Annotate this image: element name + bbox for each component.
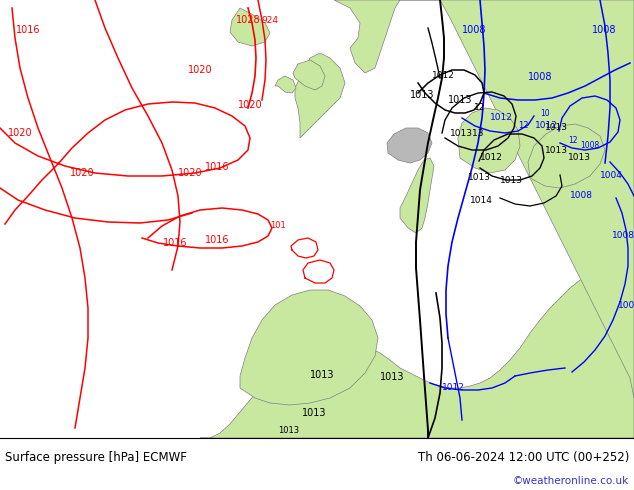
Text: 1013: 1013 [310,370,335,380]
Text: 1020: 1020 [238,100,262,110]
Polygon shape [458,108,520,173]
Text: 924: 924 [261,16,278,25]
Text: 1008: 1008 [612,231,634,240]
Polygon shape [387,128,432,163]
Text: 1028: 1028 [236,15,261,25]
Polygon shape [230,8,270,46]
Text: 12: 12 [474,103,486,112]
Text: 12: 12 [518,121,529,130]
Text: 1016: 1016 [205,235,230,245]
Text: 1013: 1013 [468,173,491,182]
Text: 1004: 1004 [600,171,623,180]
Text: 1020: 1020 [178,168,203,178]
Text: 1020: 1020 [70,168,94,178]
Text: 1013: 1013 [302,408,327,418]
Text: Th 06-06-2024 12:00 UTC (00+252): Th 06-06-2024 12:00 UTC (00+252) [418,451,629,464]
Text: ©weatheronline.co.uk: ©weatheronline.co.uk [513,476,629,486]
Polygon shape [240,290,378,405]
Text: Surface pressure [hPa] ECMWF: Surface pressure [hPa] ECMWF [5,451,187,464]
Text: 1016: 1016 [16,25,41,35]
Text: 1014: 1014 [470,196,493,205]
Polygon shape [293,60,325,90]
Text: 1008: 1008 [618,301,634,310]
Text: 1020: 1020 [8,128,32,138]
Text: 1012: 1012 [535,121,558,130]
Text: 1008: 1008 [570,191,593,200]
Text: 101: 101 [270,221,286,230]
Text: 1013: 1013 [545,146,568,155]
Text: 1016: 1016 [163,238,188,248]
Text: 101313: 101313 [450,129,484,138]
Polygon shape [528,124,605,188]
Text: 1013: 1013 [278,426,299,435]
Polygon shape [295,53,345,138]
Polygon shape [400,158,434,233]
Text: 1008: 1008 [462,25,486,35]
Text: 1013: 1013 [410,90,434,100]
Text: 1012: 1012 [432,71,455,80]
Text: 1013: 1013 [568,153,591,162]
Text: 1013: 1013 [448,95,472,105]
Text: 1008: 1008 [592,25,616,35]
Text: 1013: 1013 [500,176,523,185]
Text: 1013: 1013 [545,123,568,132]
Text: 1020: 1020 [188,65,212,75]
Polygon shape [200,278,634,438]
Text: 1013: 1013 [380,372,404,382]
Text: 1012: 1012 [480,153,503,162]
Text: 1012: 1012 [490,113,513,122]
Text: 1008: 1008 [580,141,599,150]
Text: 12: 12 [568,136,578,145]
Polygon shape [334,0,634,398]
Text: 1012: 1012 [442,383,465,392]
Text: 1016: 1016 [205,162,230,172]
Text: 10: 10 [540,109,550,118]
Polygon shape [275,76,296,93]
Text: 1008: 1008 [528,72,552,82]
